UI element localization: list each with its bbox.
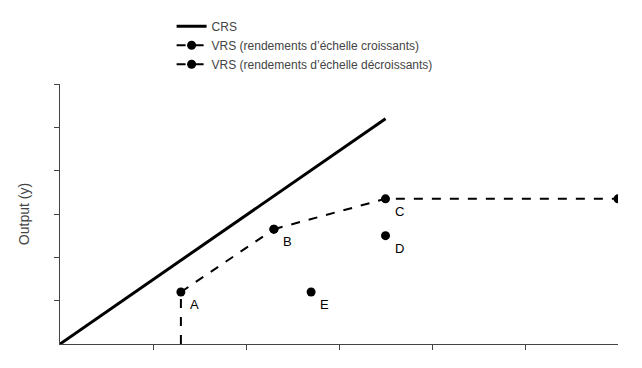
- svg-text:VRS (rendements d’échelle décr: VRS (rendements d’échelle décroissants): [212, 58, 433, 72]
- svg-text:A: A: [190, 297, 199, 312]
- svg-text:B: B: [283, 234, 292, 249]
- svg-text:C: C: [395, 204, 404, 219]
- svg-text:CRS: CRS: [212, 20, 237, 34]
- svg-text:Output (y): Output (y): [16, 183, 32, 245]
- svg-text:E: E: [320, 297, 329, 312]
- svg-text:D: D: [395, 241, 404, 256]
- svg-text:VRS (rendements d’échelle croi: VRS (rendements d’échelle croissants): [212, 39, 419, 53]
